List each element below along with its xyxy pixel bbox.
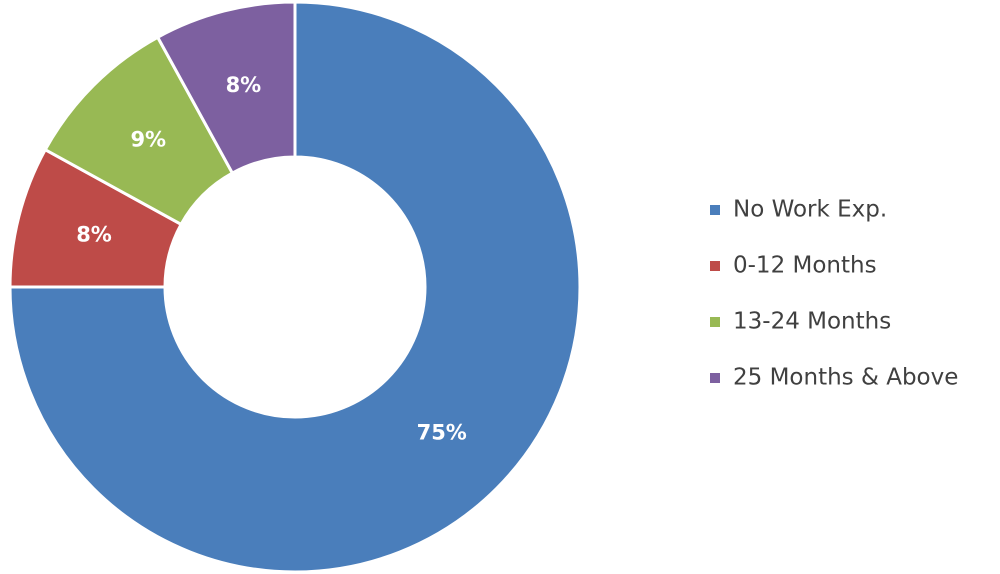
donut-slice <box>155 0 297 176</box>
legend-label: 0-12 Months <box>733 253 877 279</box>
legend-swatch <box>710 317 720 327</box>
legend-swatch <box>710 205 720 215</box>
legend-swatch <box>710 373 720 383</box>
donut-slice <box>8 0 582 574</box>
legend-label: 25 Months & Above <box>733 365 958 391</box>
data-label: 8% <box>76 222 112 246</box>
legend-label: 13-24 Months <box>733 309 891 335</box>
data-label: 75% <box>417 421 467 445</box>
legend-label: No Work Exp. <box>733 197 887 223</box>
legend-swatch <box>710 261 720 271</box>
data-label: 8% <box>226 73 262 97</box>
data-label: 9% <box>130 127 166 151</box>
